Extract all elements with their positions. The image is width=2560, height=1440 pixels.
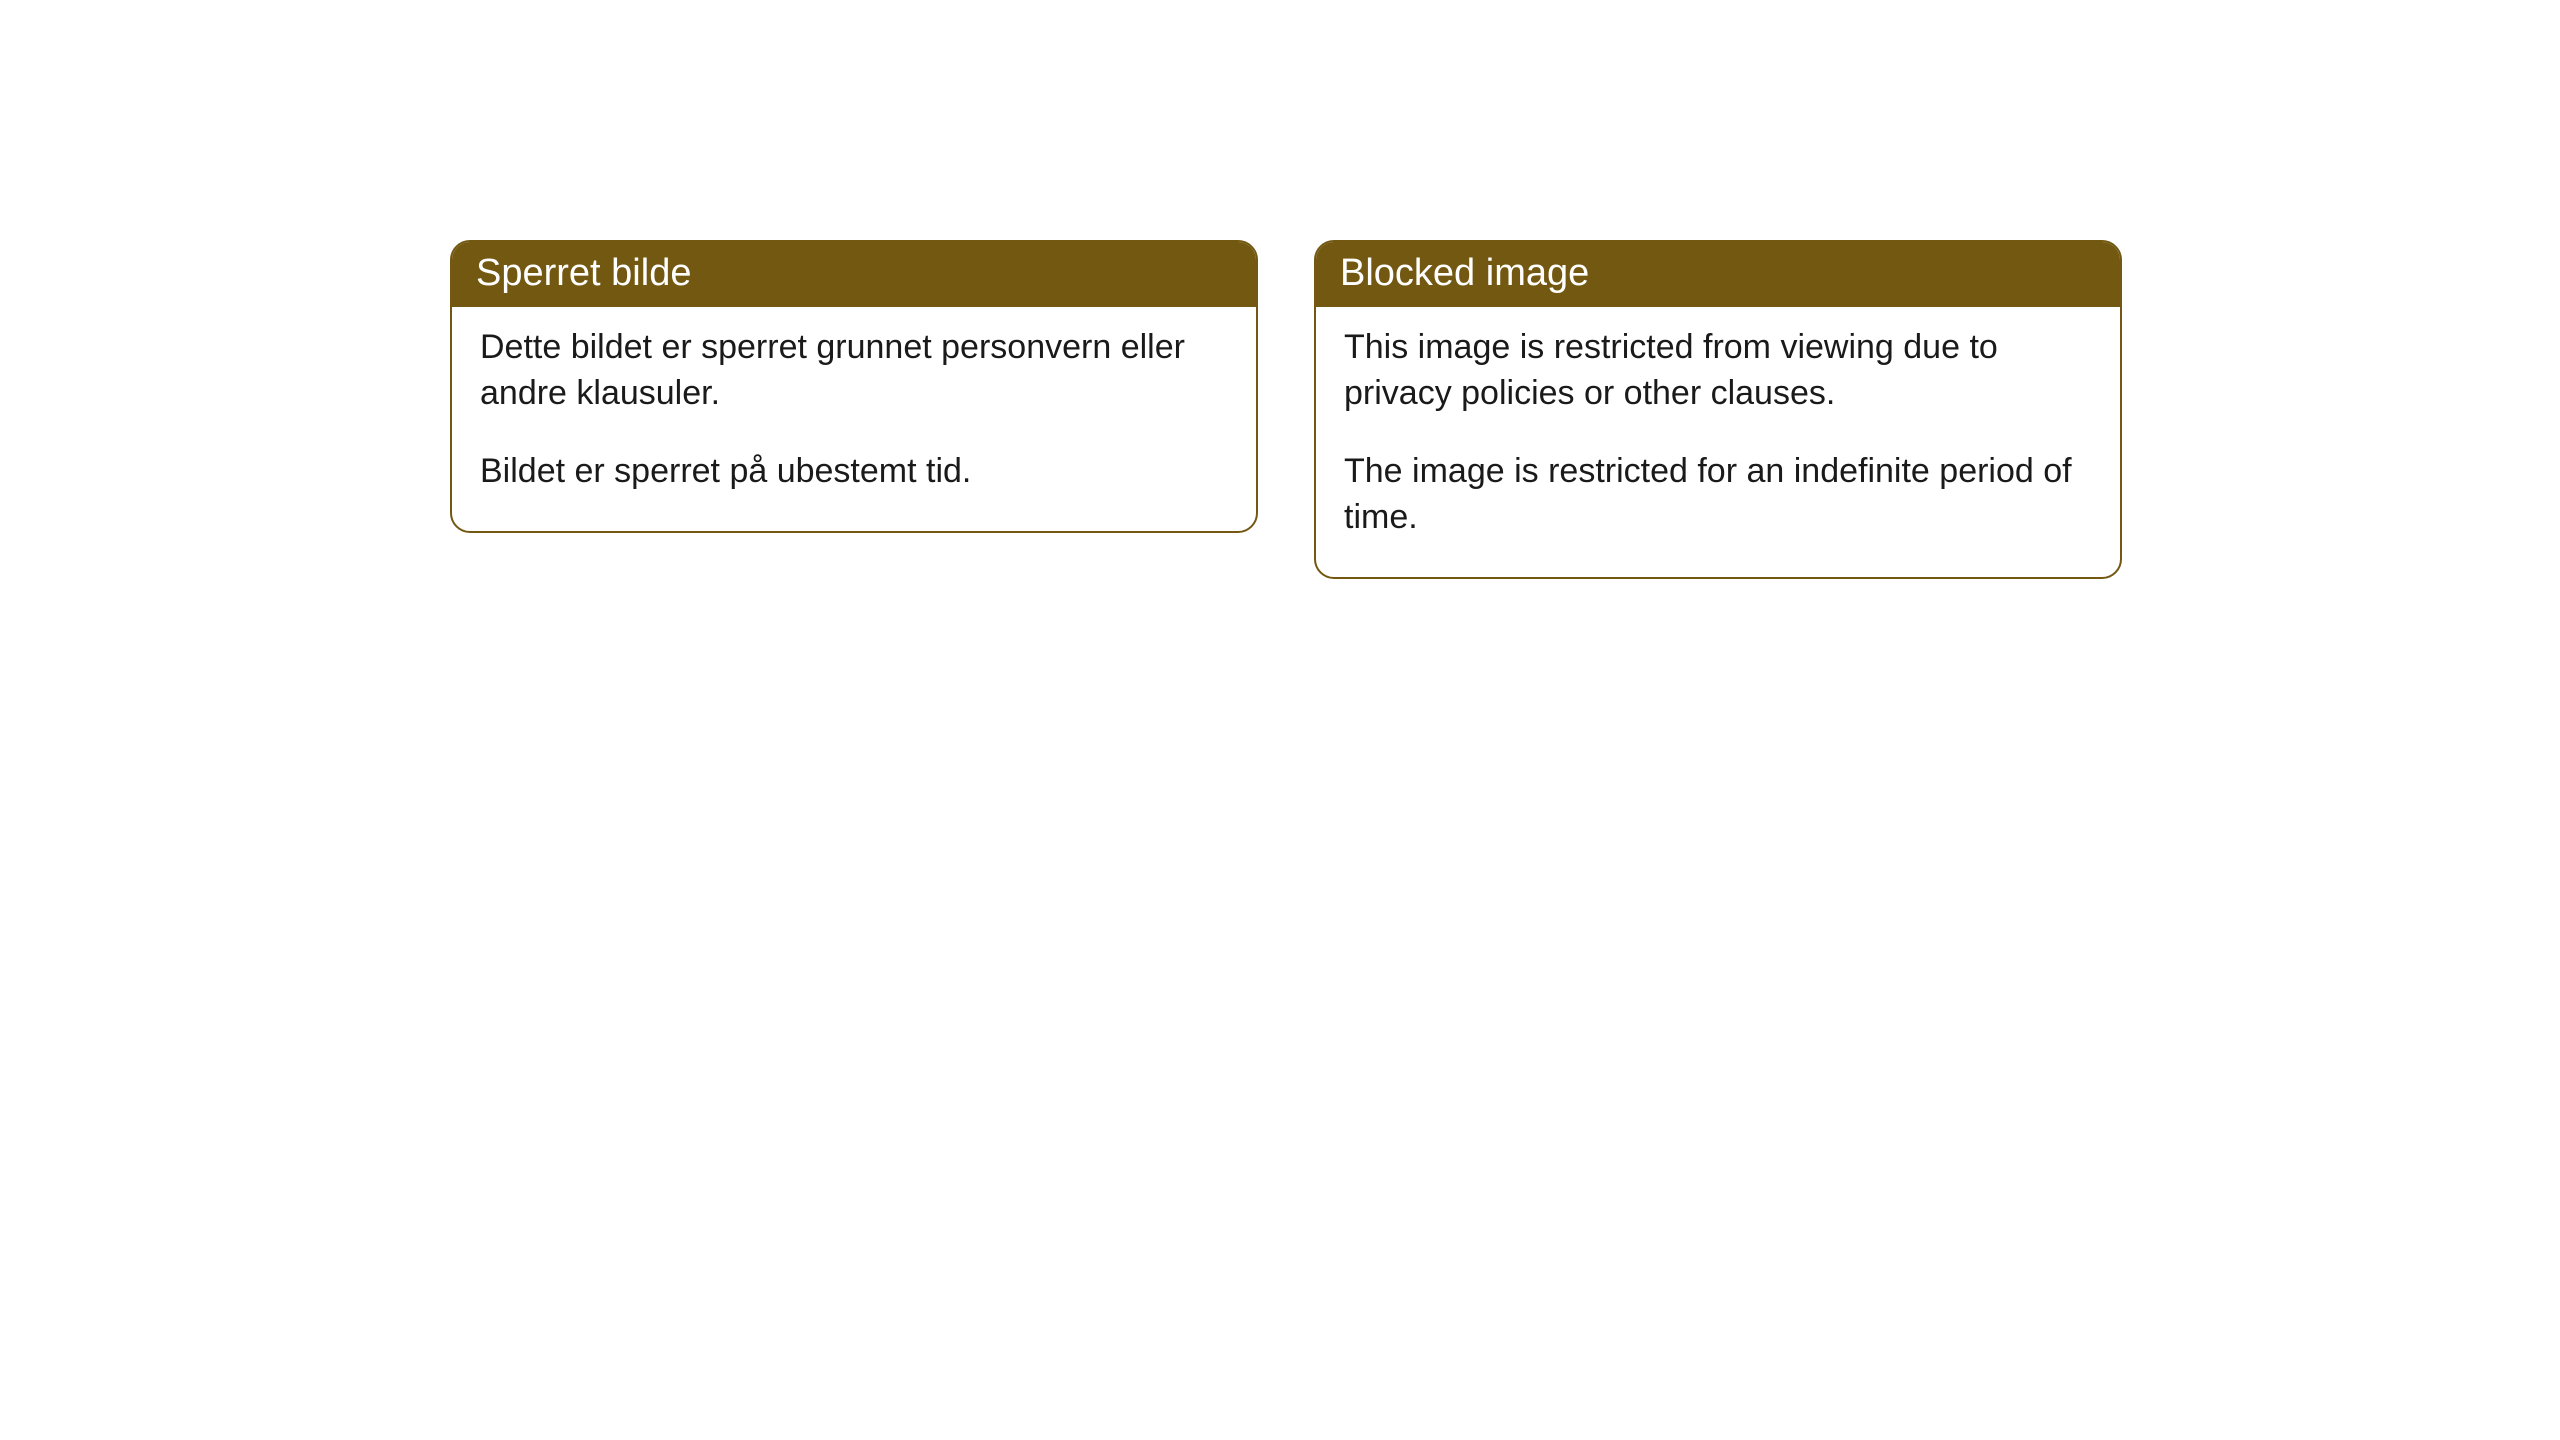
notice-para: Dette bildet er sperret grunnet personve… [480, 325, 1228, 417]
notice-body-no: Dette bildet er sperret grunnet personve… [452, 307, 1256, 531]
notice-title-en: Blocked image [1316, 242, 2120, 307]
notice-body-en: This image is restricted from viewing du… [1316, 307, 2120, 577]
notice-para: The image is restricted for an indefinit… [1344, 449, 2092, 541]
blocked-image-notice-en: Blocked image This image is restricted f… [1314, 240, 2122, 579]
blocked-image-notice-no: Sperret bilde Dette bildet er sperret gr… [450, 240, 1258, 533]
notice-para: This image is restricted from viewing du… [1344, 325, 2092, 417]
notice-para: Bildet er sperret på ubestemt tid. [480, 449, 1228, 495]
notice-title-no: Sperret bilde [452, 242, 1256, 307]
